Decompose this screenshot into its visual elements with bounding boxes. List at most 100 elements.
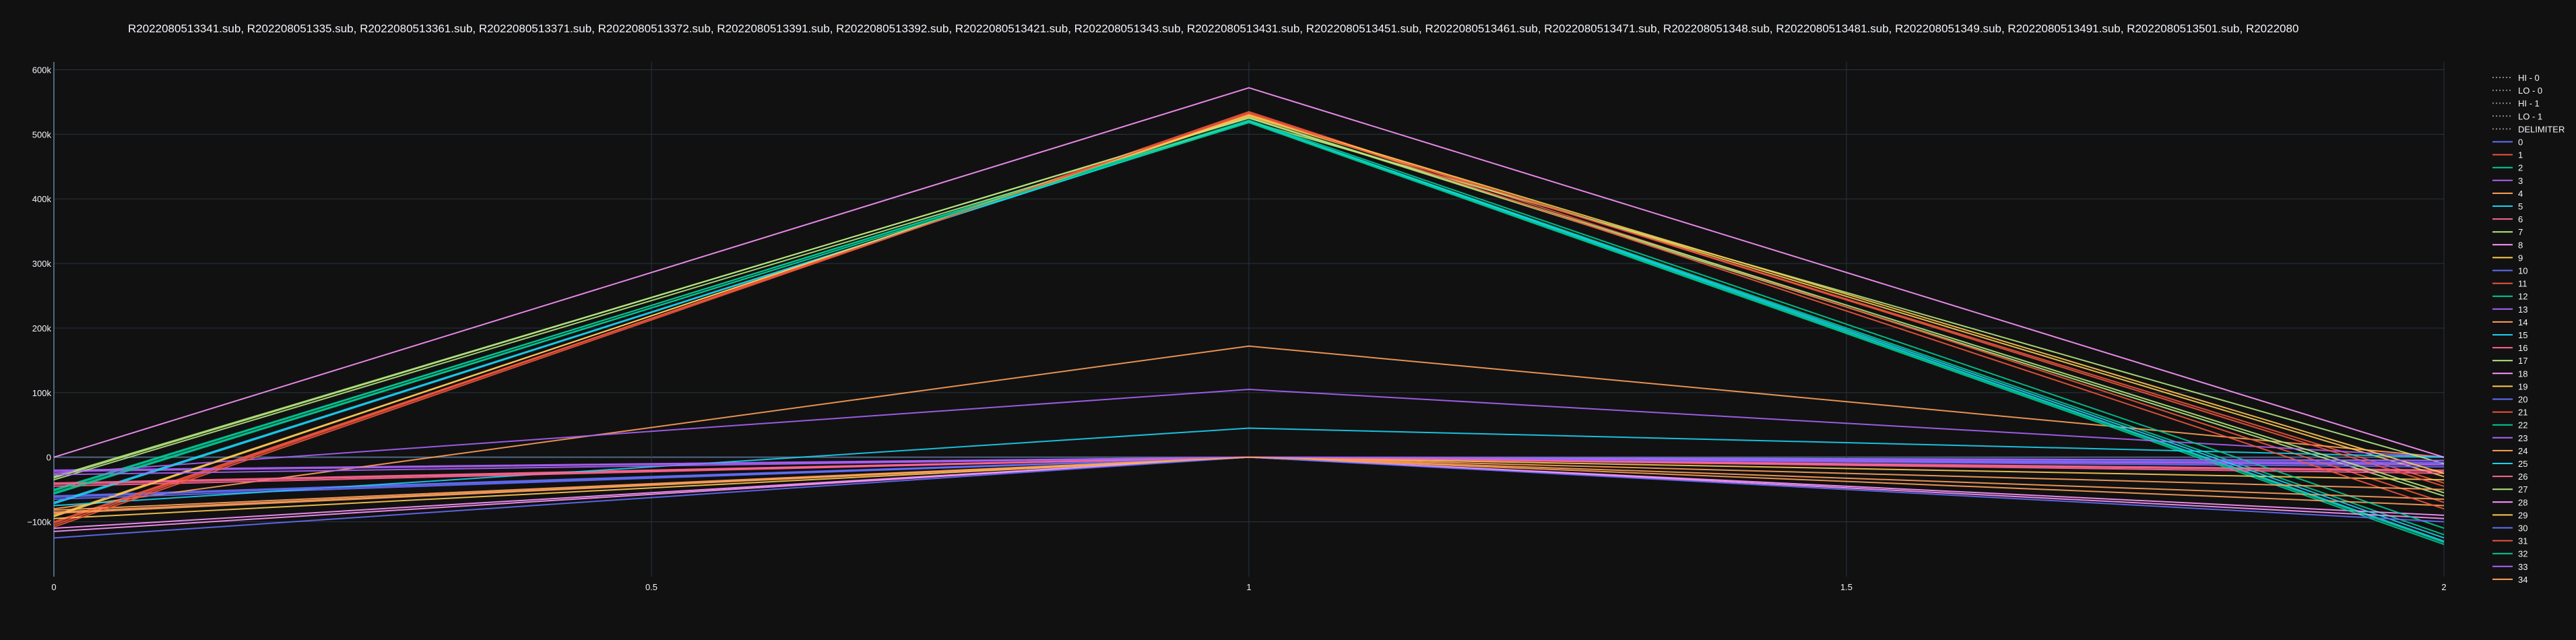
legend-label: 10 [2518, 266, 2527, 276]
legend-label: 0 [2518, 137, 2523, 148]
legend-item-4[interactable]: 4 [2492, 189, 2523, 199]
legend-label: 23 [2518, 433, 2527, 443]
legend-item-16[interactable]: 16 [2492, 343, 2527, 353]
legend-label: 28 [2518, 497, 2527, 507]
legend-label: 3 [2518, 176, 2523, 186]
series-line-32[interactable] [53, 121, 2445, 544]
legend-label: 2 [2518, 163, 2523, 173]
legend-item-6[interactable]: 6 [2492, 214, 2523, 224]
chart-title: R2022080513341.sub, R202208051335.sub, R… [128, 22, 2298, 35]
legend-item-23[interactable]: 23 [2492, 433, 2527, 443]
legend-label: LO - 1 [2518, 111, 2542, 121]
legend-item-3[interactable]: 3 [2492, 176, 2523, 186]
legend-label: DELIMITER [2518, 124, 2565, 134]
legend-label: 16 [2518, 343, 2527, 353]
x-tick-label: 1 [1246, 582, 1251, 592]
legend-item-lo-1[interactable]: LO - 1 [2492, 111, 2542, 121]
x-tick-label: 2 [2441, 582, 2446, 592]
legend-item-8[interactable]: 8 [2492, 240, 2523, 250]
series-lines [53, 87, 2445, 546]
legend-item-hi-1[interactable]: HI - 1 [2492, 98, 2540, 108]
legend-item-20[interactable]: 20 [2492, 395, 2527, 405]
legend-item-33[interactable]: 33 [2492, 562, 2527, 572]
legend-item-lo-0[interactable]: LO - 0 [2492, 86, 2542, 96]
legend-label: 26 [2518, 472, 2527, 482]
legend-item-7[interactable]: 7 [2492, 227, 2523, 237]
gridlines [53, 62, 2445, 577]
y-tick-label: 400k [32, 194, 52, 204]
x-tick-label: 0.5 [645, 582, 657, 592]
series-line-34[interactable] [53, 456, 2445, 515]
y-tick-label: 200k [32, 323, 52, 333]
legend-item-12[interactable]: 12 [2492, 292, 2527, 302]
legend-label: 24 [2518, 446, 2527, 456]
y-tick-label: 0 [46, 453, 51, 463]
legend-item-22[interactable]: 22 [2492, 420, 2527, 430]
series-line-4[interactable] [53, 345, 2445, 510]
legend-item-0[interactable]: 0 [2492, 137, 2523, 148]
legend-label: 32 [2518, 549, 2527, 559]
legend-item-delimiter[interactable]: DELIMITER [2492, 124, 2565, 134]
legend-label: 12 [2518, 292, 2527, 302]
y-tick-label: 500k [32, 129, 52, 139]
legend-label: 15 [2518, 330, 2527, 340]
legend-label: 17 [2518, 356, 2527, 366]
legend-item-2[interactable]: 2 [2492, 163, 2523, 173]
legend-label: 14 [2518, 317, 2527, 327]
series-line-13[interactable] [53, 389, 2445, 474]
legend-item-18[interactable]: 18 [2492, 369, 2527, 379]
legend-item-34[interactable]: 34 [2492, 575, 2527, 585]
legend-item-31[interactable]: 31 [2492, 536, 2527, 546]
legend-label: 5 [2518, 201, 2523, 212]
series-line-31[interactable] [53, 112, 2445, 528]
legend-label: 18 [2518, 369, 2527, 379]
legend-item-19[interactable]: 19 [2492, 381, 2527, 391]
legend-label: 30 [2518, 523, 2527, 534]
legend-item-25[interactable]: 25 [2492, 459, 2527, 469]
legend-item-10[interactable]: 10 [2492, 266, 2527, 276]
legend-label: 25 [2518, 459, 2527, 469]
axes: −100k 0 100k 200k 300k 400k 500k 600k 0 0.5 1 1.5 2 [27, 65, 2446, 592]
legend-item-17[interactable]: 17 [2492, 356, 2527, 366]
legend-item-28[interactable]: 28 [2492, 497, 2527, 507]
legend-label: 21 [2518, 408, 2527, 418]
legend-item-21[interactable]: 21 [2492, 408, 2527, 418]
legend-item-11[interactable]: 11 [2492, 279, 2527, 289]
legend-label: 27 [2518, 484, 2527, 494]
legend-item-13[interactable]: 13 [2492, 305, 2527, 315]
legend-label: 31 [2518, 536, 2527, 546]
legend-label: 1 [2518, 150, 2523, 160]
legend[interactable]: HI - 0LO - 0HI - 1LO - 1DELIMITER0123456… [2492, 73, 2565, 585]
series-line-22[interactable] [53, 119, 2445, 530]
legend-label: 8 [2518, 240, 2523, 250]
legend-item-24[interactable]: 24 [2492, 446, 2527, 456]
series-line-28[interactable] [53, 87, 2445, 458]
legend-item-27[interactable]: 27 [2492, 484, 2527, 494]
legend-label: 33 [2518, 562, 2527, 572]
legend-item-5[interactable]: 5 [2492, 201, 2523, 212]
legend-item-30[interactable]: 30 [2492, 523, 2527, 534]
legend-label: 4 [2518, 189, 2523, 199]
legend-item-1[interactable]: 1 [2492, 150, 2523, 160]
series-line-29[interactable] [53, 114, 2445, 517]
series-line-27[interactable] [53, 117, 2445, 494]
legend-item-32[interactable]: 32 [2492, 549, 2527, 559]
y-tick-label: −100k [27, 517, 51, 527]
series-line-15[interactable] [53, 427, 2445, 507]
legend-label: 6 [2518, 214, 2523, 224]
legend-item-hi-0[interactable]: HI - 0 [2492, 73, 2540, 83]
legend-label: HI - 0 [2518, 73, 2540, 83]
legend-label: 11 [2518, 279, 2527, 289]
legend-item-15[interactable]: 15 [2492, 330, 2527, 340]
legend-label: 7 [2518, 227, 2523, 237]
legend-label: 19 [2518, 381, 2527, 391]
legend-item-9[interactable]: 9 [2492, 253, 2523, 263]
y-tick-label: 600k [32, 65, 52, 75]
legend-item-14[interactable]: 14 [2492, 317, 2527, 327]
legend-label: 29 [2518, 510, 2527, 520]
legend-item-26[interactable]: 26 [2492, 472, 2527, 482]
legend-item-29[interactable]: 29 [2492, 510, 2527, 520]
legend-label: 9 [2518, 253, 2523, 263]
